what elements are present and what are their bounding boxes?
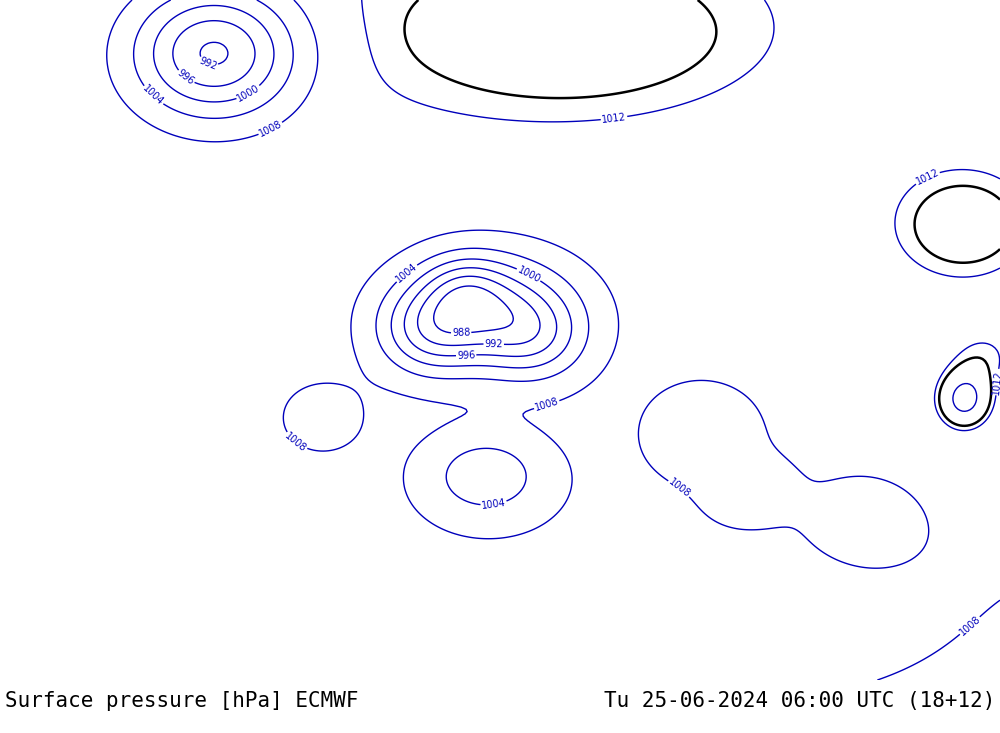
Text: 1008: 1008 <box>666 477 692 500</box>
Text: Tu 25-06-2024 06:00 UTC (18+12): Tu 25-06-2024 06:00 UTC (18+12) <box>604 691 995 711</box>
Text: 1004: 1004 <box>481 498 507 511</box>
Text: 1008: 1008 <box>257 119 284 139</box>
Text: Surface pressure [hPa] ECMWF: Surface pressure [hPa] ECMWF <box>5 691 358 711</box>
Text: 1012: 1012 <box>991 369 1000 395</box>
Text: 1008: 1008 <box>957 614 982 638</box>
Text: 992: 992 <box>484 339 503 349</box>
Text: 1004: 1004 <box>394 261 419 284</box>
Text: 1012: 1012 <box>914 167 941 187</box>
Text: 1008: 1008 <box>283 430 308 454</box>
Text: 996: 996 <box>457 350 476 361</box>
Text: 1004: 1004 <box>141 84 165 108</box>
Text: 996: 996 <box>175 67 196 87</box>
Text: 1012: 1012 <box>601 111 627 125</box>
Text: 1000: 1000 <box>516 265 542 284</box>
Text: 988: 988 <box>452 328 470 339</box>
Text: 1008: 1008 <box>534 397 560 413</box>
Text: 992: 992 <box>198 55 218 72</box>
Text: 1000: 1000 <box>235 83 262 103</box>
